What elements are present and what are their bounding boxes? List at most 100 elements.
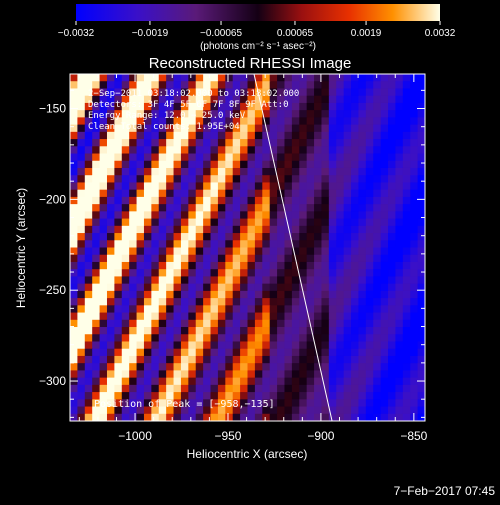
heatmap-cell xyxy=(151,327,160,335)
heatmap-cell xyxy=(269,153,278,162)
heatmap-cell xyxy=(247,298,256,306)
heatmap-cell xyxy=(166,153,175,162)
heatmap-cell xyxy=(373,233,382,241)
heatmap-cell xyxy=(151,399,160,408)
heatmap-cell xyxy=(343,348,352,357)
heatmap-cell xyxy=(291,81,300,90)
heatmap-cell xyxy=(410,399,419,408)
heatmap-cell xyxy=(299,312,308,321)
observation-annotations: 2−Sep−2011 03:18:02.000 to 03:18:02.000 … xyxy=(88,89,299,132)
heatmap-cell xyxy=(136,146,145,155)
heatmap-cell xyxy=(203,117,212,126)
heatmap-cell xyxy=(203,377,212,386)
heatmap-cell xyxy=(321,204,330,212)
heatmap-cell xyxy=(114,196,123,205)
heatmap-cell xyxy=(299,167,308,176)
heatmap-cell xyxy=(70,88,78,97)
heatmap-cell xyxy=(410,261,419,270)
heatmap-cell xyxy=(217,377,226,386)
heatmap-cell xyxy=(129,355,138,364)
heatmap-cell xyxy=(99,225,108,234)
heatmap-cell xyxy=(166,298,175,306)
heatmap-cell xyxy=(365,225,374,234)
heatmap-cell xyxy=(373,312,382,321)
heatmap-cell xyxy=(380,377,389,386)
heatmap-cell xyxy=(388,384,397,393)
heatmap-cell xyxy=(136,384,145,393)
heatmap-cell xyxy=(84,117,93,126)
heatmap-cell xyxy=(306,363,315,371)
heatmap-cell xyxy=(336,131,345,140)
heatmap-cell xyxy=(225,348,234,357)
heatmap-cell xyxy=(129,102,138,111)
heatmap-cell xyxy=(203,399,212,408)
heatmap-cell xyxy=(188,261,197,270)
heatmap-cell xyxy=(314,167,323,176)
heatmap-cell xyxy=(306,327,315,335)
heatmap-cell xyxy=(114,290,123,299)
heatmap-cell xyxy=(188,182,197,191)
heatmap-cell xyxy=(180,363,189,371)
heatmap-cell xyxy=(321,370,330,379)
heatmap-cell xyxy=(284,377,293,386)
heatmap-cell xyxy=(402,290,411,299)
heatmap-cell xyxy=(129,254,138,263)
heatmap-cell xyxy=(129,189,138,198)
heatmap-cell xyxy=(277,319,286,328)
heatmap-cell xyxy=(240,110,249,118)
heatmap-cell xyxy=(188,290,197,299)
heatmap-cell xyxy=(203,290,212,299)
heatmap-cell xyxy=(143,341,152,350)
heatmap-cell xyxy=(106,413,115,421)
heatmap-cell xyxy=(388,240,397,249)
heatmap-cell xyxy=(121,283,130,292)
heatmap-cell xyxy=(314,269,323,278)
heatmap-cell xyxy=(151,102,160,111)
heatmap-cell xyxy=(410,348,419,357)
heatmap-cell xyxy=(166,334,175,343)
heatmap-cell xyxy=(395,81,404,90)
heatmap-cell xyxy=(365,102,374,111)
heatmap-cell xyxy=(254,283,263,292)
heatmap-cell xyxy=(232,225,241,234)
heatmap-cell xyxy=(373,276,382,285)
heatmap-cell xyxy=(225,196,234,205)
heatmap-cell xyxy=(180,146,189,155)
heatmap-cell xyxy=(210,413,219,421)
heatmap-cell xyxy=(240,225,249,234)
heatmap-cell xyxy=(373,413,382,421)
heatmap-cell xyxy=(166,102,175,111)
heatmap-cell xyxy=(299,363,308,371)
heatmap-cell xyxy=(106,247,115,256)
heatmap-cell xyxy=(180,211,189,220)
heatmap-cell xyxy=(195,102,204,111)
heatmap-cell xyxy=(99,146,108,155)
heatmap-cell xyxy=(380,218,389,227)
heatmap-cell xyxy=(343,254,352,263)
heatmap-cell xyxy=(388,124,397,133)
heatmap-cell xyxy=(299,247,308,256)
heatmap-cell xyxy=(358,406,367,415)
heatmap-cell xyxy=(129,283,138,292)
heatmap-cell xyxy=(402,341,411,350)
heatmap-cell xyxy=(328,370,337,379)
heatmap-cell xyxy=(299,341,308,350)
heatmap-cell xyxy=(291,153,300,162)
heatmap-cell xyxy=(247,124,256,133)
heatmap-cell xyxy=(188,139,197,147)
heatmap-cell xyxy=(262,312,271,321)
heatmap-cell xyxy=(336,110,345,118)
heatmap-cell xyxy=(240,406,249,415)
heatmap-cell xyxy=(240,204,249,212)
heatmap-cell xyxy=(121,240,130,249)
heatmap-cell xyxy=(306,269,315,278)
heatmap-cell xyxy=(70,131,78,140)
heatmap-cell xyxy=(121,261,130,270)
heatmap-cell xyxy=(180,254,189,263)
heatmap-cell xyxy=(306,153,315,162)
heatmap-cell xyxy=(262,327,271,335)
heatmap-cell xyxy=(336,247,345,256)
heatmap-cell xyxy=(99,95,108,104)
heatmap-cell xyxy=(291,348,300,357)
heatmap-cell xyxy=(240,233,249,241)
